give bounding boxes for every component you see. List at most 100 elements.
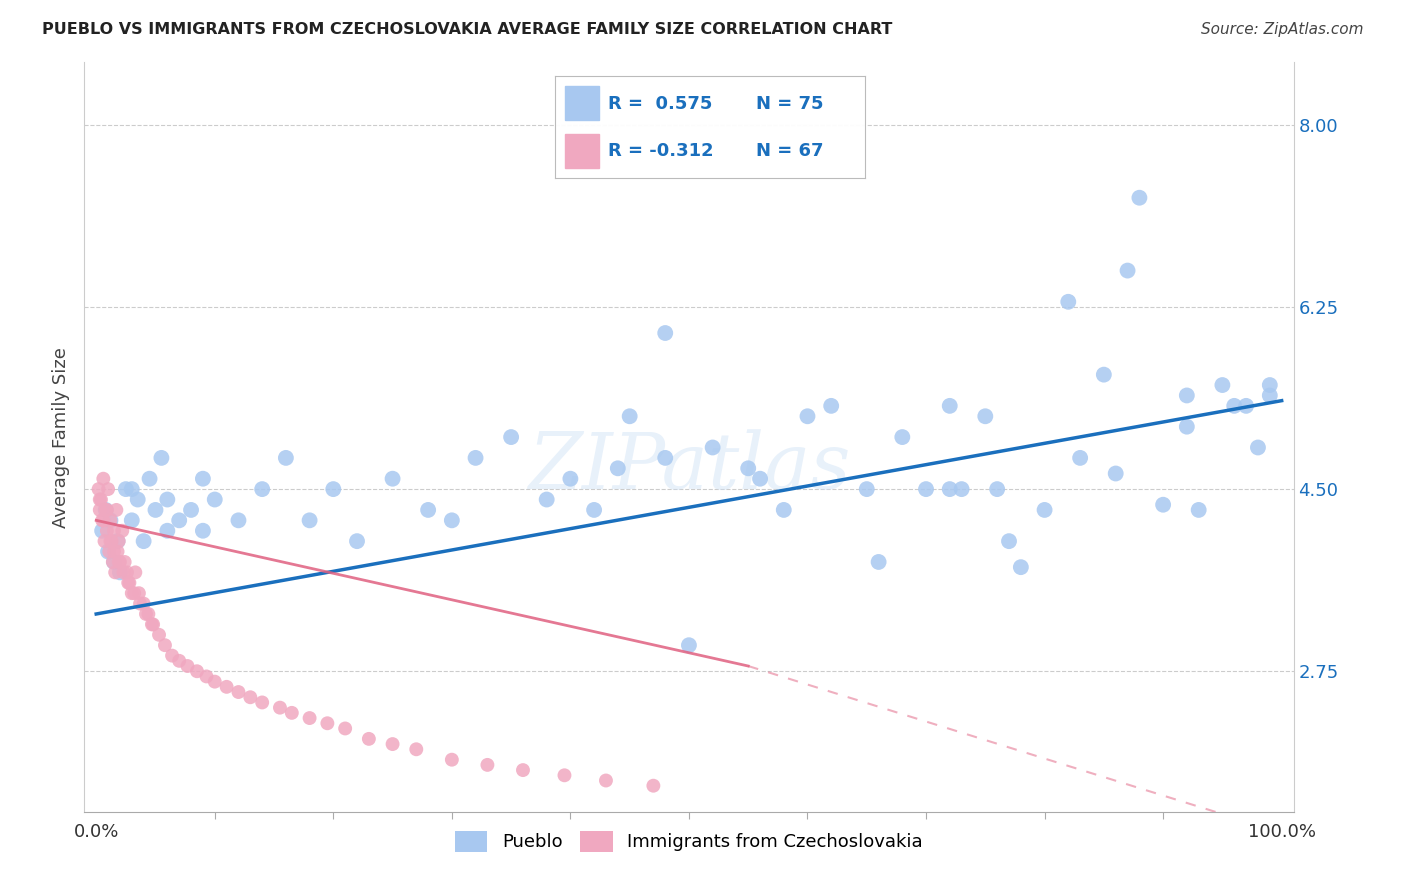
Point [228,685,250,699]
Point [176,659,198,673]
Point [153,638,176,652]
Point [772,503,794,517]
Point [381,737,404,751]
Point [96,524,118,538]
Point [145,503,167,517]
Y-axis label: Average Family Size: Average Family Size [52,347,70,527]
Point [891,430,914,444]
Point [298,711,321,725]
Point [1175,388,1198,402]
Point [464,450,486,465]
Point [115,566,138,580]
Point [357,731,380,746]
Point [91,524,114,538]
Point [269,700,291,714]
Point [186,664,208,679]
Point [796,409,818,424]
Point [94,503,117,517]
Point [1105,467,1128,481]
Point [1188,503,1211,517]
Point [1010,560,1032,574]
Point [138,472,160,486]
Point [204,674,226,689]
Point [619,409,641,424]
Point [96,503,118,517]
Point [132,597,155,611]
Point [583,503,606,517]
Point [107,555,129,569]
Point [536,492,558,507]
Point [998,534,1021,549]
Point [114,555,136,569]
Point [160,648,183,663]
Point [121,513,143,527]
Point [91,513,114,527]
Point [1247,441,1270,455]
Point [100,513,122,527]
Point [820,399,842,413]
Point [121,586,143,600]
Point [855,482,877,496]
Text: PUEBLO VS IMMIGRANTS FROM CZECHOSLOVAKIA AVERAGE FAMILY SIZE CORRELATION CHART: PUEBLO VS IMMIGRANTS FROM CZECHOSLOVAKIA… [42,22,893,37]
Point [115,482,138,496]
Point [298,513,321,527]
Text: R = -0.312: R = -0.312 [607,142,714,160]
Point [100,534,122,549]
Legend: Pueblo, Immigrants from Czechoslovakia: Pueblo, Immigrants from Czechoslovakia [447,823,931,859]
Text: N = 75: N = 75 [756,95,824,112]
Point [150,450,173,465]
Point [91,513,114,527]
Point [103,524,125,538]
Point [322,482,344,496]
Point [129,597,152,611]
Point [103,555,125,569]
Point [138,607,160,621]
Point [89,503,111,517]
Point [215,680,238,694]
Point [97,482,120,496]
Point [101,555,124,569]
Text: ZIPatlas: ZIPatlas [527,429,851,505]
Point [737,461,759,475]
Point [195,669,218,683]
Point [333,722,356,736]
Point [191,524,214,538]
Point [316,716,339,731]
Point [250,482,273,496]
Point [938,399,960,413]
Point [1211,378,1233,392]
Point [89,492,111,507]
Point [135,607,157,621]
Point [440,753,463,767]
Point [122,586,145,600]
Point [405,742,427,756]
Point [90,492,112,507]
Point [107,534,129,549]
Text: R =  0.575: R = 0.575 [607,95,713,112]
Point [868,555,890,569]
Point [167,513,190,527]
Point [512,763,534,777]
Point [938,482,960,496]
Point [1128,191,1150,205]
Point [678,638,700,652]
Point [1033,503,1056,517]
Point [418,503,440,517]
Point [595,773,617,788]
Point [1175,419,1198,434]
Point [108,555,131,569]
Point [103,544,125,558]
Point [643,779,665,793]
Point [107,534,129,549]
Point [141,617,163,632]
Point [97,544,120,558]
Point [1057,294,1080,309]
Point [440,513,463,527]
Point [281,706,304,720]
Point [986,482,1008,496]
Point [127,492,149,507]
Point [1092,368,1115,382]
Point [553,768,575,782]
Text: Source: ZipAtlas.com: Source: ZipAtlas.com [1201,22,1364,37]
Point [108,566,131,580]
